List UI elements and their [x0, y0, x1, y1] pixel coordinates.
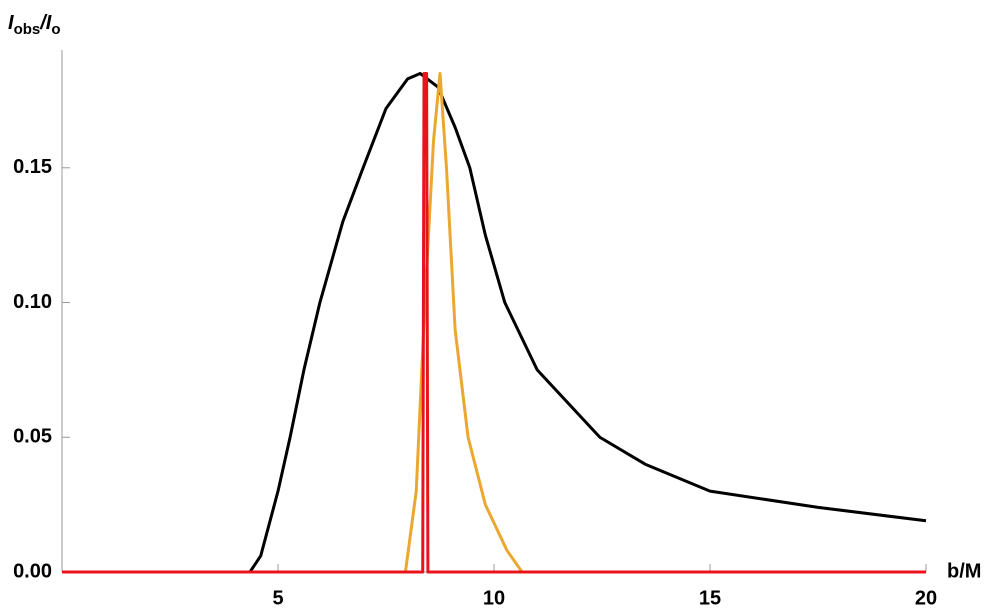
series-line — [62, 71, 926, 574]
x-axis-label: b/M — [947, 560, 981, 582]
y-label-part: /I — [39, 12, 52, 34]
y-tick-label: 0.05 — [13, 426, 52, 448]
x-tick-label: 20 — [915, 587, 937, 609]
y-label-subscript: o — [51, 21, 60, 38]
y-label-part: I — [8, 12, 14, 34]
y-label-subscript: obs — [14, 21, 41, 38]
y-tick-label: 0.00 — [13, 560, 52, 582]
series-line — [62, 71, 926, 574]
x-tick-label: 10 — [483, 587, 505, 609]
x-tick-label: 15 — [699, 587, 721, 609]
y-tick-label: 0.15 — [13, 156, 52, 178]
y-tick-label: 0.10 — [13, 291, 52, 313]
x-tick-label: 5 — [272, 587, 283, 609]
series-line — [62, 71, 927, 574]
y-axis-label: Iobs/Io — [8, 12, 61, 38]
